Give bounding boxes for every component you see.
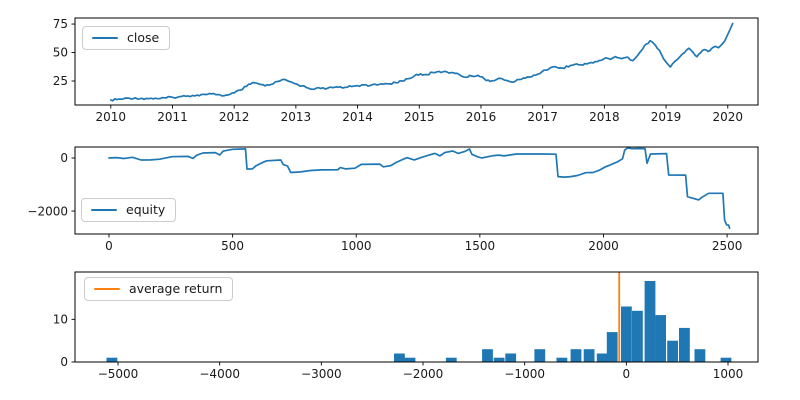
x-tick-label: 500 bbox=[221, 239, 244, 253]
x-tick-label: 2010 bbox=[96, 110, 127, 124]
legend-equity: equity bbox=[81, 198, 177, 222]
histogram-bar bbox=[655, 315, 666, 362]
histogram-bar bbox=[493, 357, 505, 362]
close-line bbox=[109, 22, 734, 102]
x-tick-label: 2019 bbox=[651, 110, 682, 124]
price-frame bbox=[74, 17, 759, 106]
average-return-line-sample bbox=[94, 287, 120, 291]
price-panel bbox=[75, 18, 758, 105]
equity-line bbox=[108, 147, 731, 230]
x-tick-label: −2000 bbox=[403, 367, 444, 381]
histogram-bar bbox=[106, 357, 118, 362]
equity-line-sample bbox=[91, 208, 117, 212]
y-tick-label: −2000 bbox=[27, 204, 68, 218]
histogram-bar bbox=[621, 306, 632, 362]
equity-panel bbox=[75, 147, 758, 234]
legend-close: close bbox=[82, 26, 171, 50]
histogram-bar bbox=[667, 340, 678, 362]
x-tick-label: 2013 bbox=[281, 110, 312, 124]
histogram-bar bbox=[404, 357, 416, 362]
x-tick-label: 2011 bbox=[157, 110, 188, 124]
histogram-bar bbox=[644, 281, 656, 362]
y-tick-label: 0 bbox=[60, 355, 68, 369]
x-tick-label: 2014 bbox=[342, 110, 373, 124]
histogram-bar bbox=[394, 353, 405, 362]
y-tick-label: 10 bbox=[53, 313, 68, 327]
histogram-bar bbox=[482, 349, 493, 362]
close-line-sample bbox=[92, 36, 118, 40]
x-tick-label: 2500 bbox=[712, 239, 743, 253]
x-tick-label: 1000 bbox=[341, 239, 372, 253]
legend-close-label: close bbox=[127, 30, 160, 45]
histogram-bar bbox=[679, 327, 690, 362]
x-tick-label: −3000 bbox=[301, 367, 342, 381]
x-tick-label: −1000 bbox=[504, 367, 545, 381]
x-tick-label: 2015 bbox=[404, 110, 435, 124]
histogram-bar bbox=[583, 349, 595, 362]
x-tick-label: 1000 bbox=[713, 367, 744, 381]
x-tick-label: 2018 bbox=[589, 110, 620, 124]
histogram-bar bbox=[632, 310, 643, 362]
y-tick-label: 0 bbox=[60, 151, 68, 165]
x-tick-label: 0 bbox=[105, 239, 113, 253]
legend-equity-label: equity bbox=[126, 202, 166, 217]
legend-average-return: average return bbox=[84, 277, 234, 301]
x-tick-label: 2020 bbox=[712, 110, 743, 124]
histogram-bar bbox=[534, 349, 546, 362]
x-tick-label: 2012 bbox=[219, 110, 250, 124]
x-tick-label: −5000 bbox=[98, 367, 139, 381]
returns-histogram-frame bbox=[74, 271, 759, 363]
x-tick-label: 2000 bbox=[588, 239, 619, 253]
histogram-bar bbox=[445, 357, 457, 362]
histogram-bar bbox=[570, 349, 582, 362]
x-tick-label: −4000 bbox=[199, 367, 240, 381]
histogram-bar bbox=[720, 357, 732, 362]
y-tick-label: 75 bbox=[53, 17, 68, 31]
histogram-bar bbox=[556, 357, 568, 362]
y-tick-label: 50 bbox=[53, 46, 68, 60]
x-tick-label: 2016 bbox=[466, 110, 497, 124]
x-tick-label: 0 bbox=[623, 367, 631, 381]
histogram-bar bbox=[596, 353, 608, 362]
x-tick-label: 2017 bbox=[527, 110, 558, 124]
x-tick-label: 1500 bbox=[465, 239, 496, 253]
legend-average-return-label: average return bbox=[129, 281, 223, 296]
histogram-bar bbox=[606, 332, 618, 362]
equity-frame bbox=[74, 146, 759, 235]
y-tick-label: 25 bbox=[53, 74, 68, 88]
histogram-bar bbox=[694, 349, 706, 362]
histogram-bar bbox=[505, 353, 517, 362]
